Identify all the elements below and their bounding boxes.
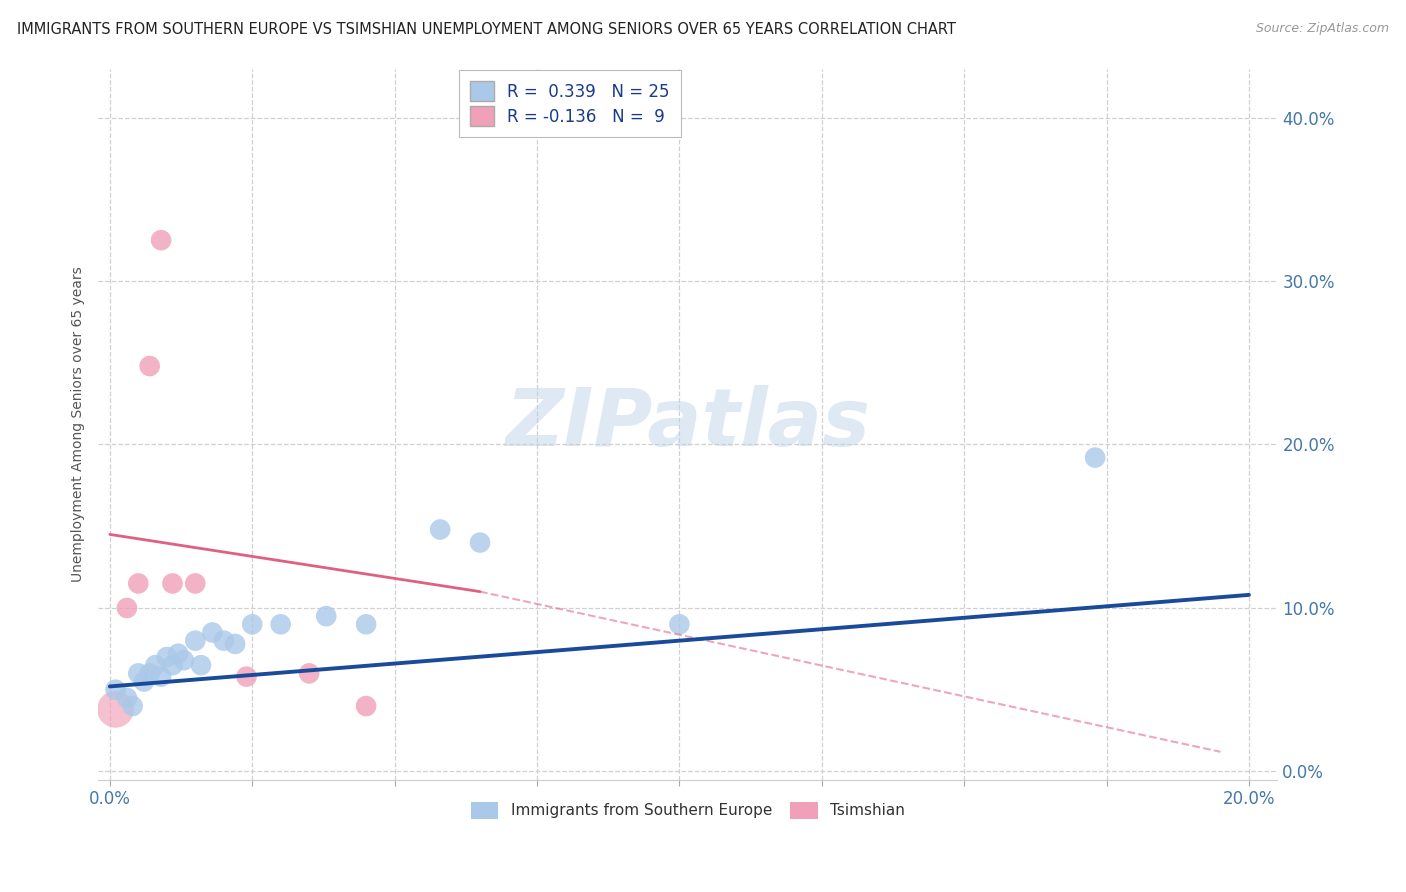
Point xyxy=(224,637,246,651)
Point xyxy=(315,609,337,624)
Point xyxy=(184,633,207,648)
Point xyxy=(668,617,690,632)
Point xyxy=(240,617,263,632)
Point xyxy=(127,666,149,681)
Point xyxy=(235,670,257,684)
Point xyxy=(145,658,167,673)
Point xyxy=(354,699,377,714)
Point xyxy=(115,601,138,615)
Point xyxy=(173,653,195,667)
Point xyxy=(104,682,127,697)
Point xyxy=(167,647,190,661)
Point xyxy=(190,658,212,673)
Y-axis label: Unemployment Among Seniors over 65 years: Unemployment Among Seniors over 65 years xyxy=(72,266,86,582)
Point xyxy=(132,674,155,689)
Point xyxy=(138,666,160,681)
Point xyxy=(201,625,224,640)
Point xyxy=(115,690,138,705)
Point xyxy=(162,658,184,673)
Text: IMMIGRANTS FROM SOUTHERN EUROPE VS TSIMSHIAN UNEMPLOYMENT AMONG SENIORS OVER 65 : IMMIGRANTS FROM SOUTHERN EUROPE VS TSIMS… xyxy=(17,22,956,37)
Point xyxy=(270,617,292,632)
Point xyxy=(138,359,160,373)
Point xyxy=(104,702,127,716)
Point xyxy=(156,650,179,665)
Point xyxy=(184,576,207,591)
Legend: Immigrants from Southern Europe, Tsimshian: Immigrants from Southern Europe, Tsimshi… xyxy=(465,796,911,825)
Point xyxy=(298,666,321,681)
Text: Source: ZipAtlas.com: Source: ZipAtlas.com xyxy=(1256,22,1389,36)
Point xyxy=(429,523,451,537)
Point xyxy=(127,576,149,591)
Text: ZIPatlas: ZIPatlas xyxy=(505,385,870,463)
Point xyxy=(121,699,143,714)
Point xyxy=(150,233,173,247)
Point xyxy=(468,535,491,549)
Point xyxy=(1084,450,1107,465)
Point xyxy=(162,576,184,591)
Point xyxy=(212,633,235,648)
Point xyxy=(354,617,377,632)
Point xyxy=(150,670,173,684)
